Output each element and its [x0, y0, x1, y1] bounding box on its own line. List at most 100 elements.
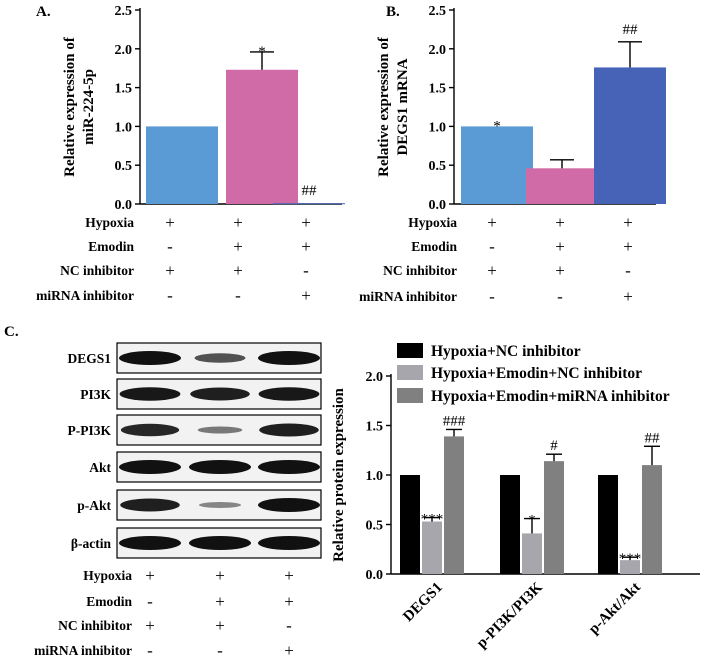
significance-label: ### [443, 413, 466, 429]
y-tick-label: 1.5 [429, 82, 447, 97]
condition-sign: + [555, 237, 565, 256]
condition-sign: + [215, 566, 225, 585]
condition-sign: + [284, 566, 294, 585]
condition-sign: + [233, 261, 243, 280]
blot-band [258, 460, 320, 474]
bar [594, 67, 666, 204]
significance-label: * [528, 513, 536, 529]
x-category-label: p-Akt/Akt [586, 580, 644, 638]
condition-sign: - [235, 286, 241, 305]
y-tick-label: 0.5 [366, 519, 384, 534]
condition-sign: + [487, 213, 497, 232]
condition-sign: + [301, 237, 311, 256]
blot-band [189, 460, 251, 474]
condition-sign: + [145, 616, 155, 635]
y-tick-label: 0.0 [115, 198, 133, 213]
condition-sign: + [215, 592, 225, 611]
blot-band [198, 502, 242, 508]
blot-band [189, 536, 251, 550]
blot-band [190, 387, 250, 401]
bar [522, 533, 542, 574]
bar [422, 521, 442, 574]
condition-sign: - [286, 616, 292, 635]
significance-label: * [258, 44, 266, 60]
bar [544, 461, 564, 574]
significance-label: # [550, 438, 558, 454]
y-axis-label: Relative protein expression [331, 388, 347, 562]
condition-sign: - [489, 237, 495, 256]
y-tick-label: 0.5 [115, 159, 133, 174]
y-axis-label: Relative expression of [62, 36, 78, 177]
condition-sign: + [233, 213, 243, 232]
y-tick-label: 2.0 [366, 370, 384, 385]
condition-sign: + [555, 261, 565, 280]
blot-band [120, 423, 180, 437]
blot-band [258, 387, 320, 401]
panel-label: A. [36, 4, 51, 20]
bar [526, 168, 598, 204]
condition-sign: + [301, 286, 311, 305]
legend-swatch [397, 388, 423, 403]
y-tick-label: 0.5 [429, 159, 447, 174]
condition-label: NC inhibitor [58, 618, 132, 633]
blot-band [119, 536, 181, 550]
condition-sign: - [625, 261, 631, 280]
blot-row-label: DEGS1 [67, 351, 111, 366]
condition-label: NC inhibitor [383, 263, 457, 278]
x-category-label: p-PI3K/PI3K [474, 579, 546, 651]
blot-row-label: β-actin [71, 536, 112, 551]
y-tick-label: 0.0 [429, 198, 447, 213]
significance-label: ## [645, 430, 661, 446]
condition-label: Hypoxia [85, 215, 134, 230]
condition-sign: + [145, 566, 155, 585]
blot-band [120, 498, 180, 512]
bar [273, 203, 345, 205]
condition-sign: + [555, 213, 565, 232]
condition-sign: - [167, 237, 173, 256]
y-axis-label: DEGS1 mRNA [395, 58, 411, 155]
blot-band [197, 426, 243, 434]
panel-label: C. [4, 324, 19, 340]
blot-band [259, 423, 319, 437]
condition-sign: + [623, 213, 633, 232]
condition-sign: + [284, 592, 294, 611]
legend-swatch [397, 343, 423, 358]
condition-sign: - [489, 287, 495, 306]
condition-sign: + [165, 213, 175, 232]
legend-swatch [397, 365, 423, 380]
blot-row-label: PI3K [80, 387, 111, 402]
condition-label: miRNA inhibitor [34, 643, 132, 658]
significance-label: ## [623, 22, 639, 38]
y-tick-label: 2.5 [115, 4, 133, 19]
condition-sign: + [623, 237, 633, 256]
blot-band [258, 351, 320, 365]
y-tick-label: 2.0 [115, 43, 133, 58]
condition-sign: - [167, 286, 173, 305]
y-axis-label: miR-224-5p [81, 69, 97, 145]
blot-band [258, 498, 320, 512]
condition-sign: + [301, 213, 311, 232]
bar [620, 560, 640, 574]
significance-label: *** [421, 512, 444, 528]
condition-label: miRNA inhibitor [359, 289, 457, 304]
condition-label: miRNA inhibitor [36, 288, 134, 303]
blot-band [119, 460, 181, 474]
y-tick-label: 2.5 [429, 4, 447, 19]
panel-label: B. [386, 4, 400, 20]
condition-sign: - [147, 641, 153, 660]
condition-sign: - [557, 287, 563, 306]
y-tick-label: 2.0 [429, 43, 447, 58]
x-category-label: DEGS1 [400, 580, 446, 626]
condition-sign: - [217, 641, 223, 660]
significance-label: *** [619, 551, 642, 567]
condition-sign: + [215, 616, 225, 635]
condition-sign: - [303, 261, 309, 280]
blot-band [258, 536, 320, 550]
significance-label: ## [302, 183, 318, 199]
bar [642, 465, 662, 574]
condition-label: Hypoxia [83, 568, 132, 583]
bar [461, 126, 533, 204]
legend-label: Hypoxia+Emodin+miRNA inhibitor [431, 388, 670, 405]
bar [444, 436, 464, 574]
